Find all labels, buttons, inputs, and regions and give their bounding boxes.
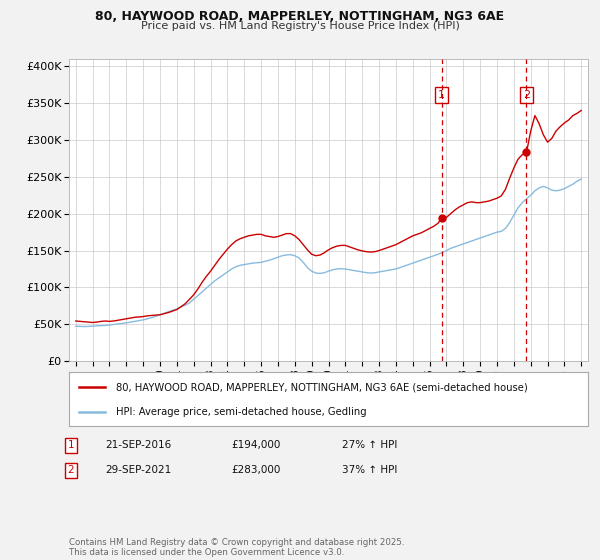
Text: 27% ↑ HPI: 27% ↑ HPI xyxy=(342,440,397,450)
Text: 1: 1 xyxy=(438,90,445,100)
Text: 37% ↑ HPI: 37% ↑ HPI xyxy=(342,465,397,475)
Text: 2: 2 xyxy=(67,465,74,475)
Text: 80, HAYWOOD ROAD, MAPPERLEY, NOTTINGHAM, NG3 6AE: 80, HAYWOOD ROAD, MAPPERLEY, NOTTINGHAM,… xyxy=(95,10,505,23)
Text: 21-SEP-2016: 21-SEP-2016 xyxy=(105,440,171,450)
Text: Price paid vs. HM Land Registry's House Price Index (HPI): Price paid vs. HM Land Registry's House … xyxy=(140,21,460,31)
Text: £283,000: £283,000 xyxy=(231,465,280,475)
Text: 1: 1 xyxy=(67,440,74,450)
Text: 80, HAYWOOD ROAD, MAPPERLEY, NOTTINGHAM, NG3 6AE (semi-detached house): 80, HAYWOOD ROAD, MAPPERLEY, NOTTINGHAM,… xyxy=(116,382,527,393)
Text: 2: 2 xyxy=(523,90,530,100)
Text: £194,000: £194,000 xyxy=(231,440,280,450)
Text: 29-SEP-2021: 29-SEP-2021 xyxy=(105,465,171,475)
Text: HPI: Average price, semi-detached house, Gedling: HPI: Average price, semi-detached house,… xyxy=(116,407,367,417)
Text: Contains HM Land Registry data © Crown copyright and database right 2025.
This d: Contains HM Land Registry data © Crown c… xyxy=(69,538,404,557)
